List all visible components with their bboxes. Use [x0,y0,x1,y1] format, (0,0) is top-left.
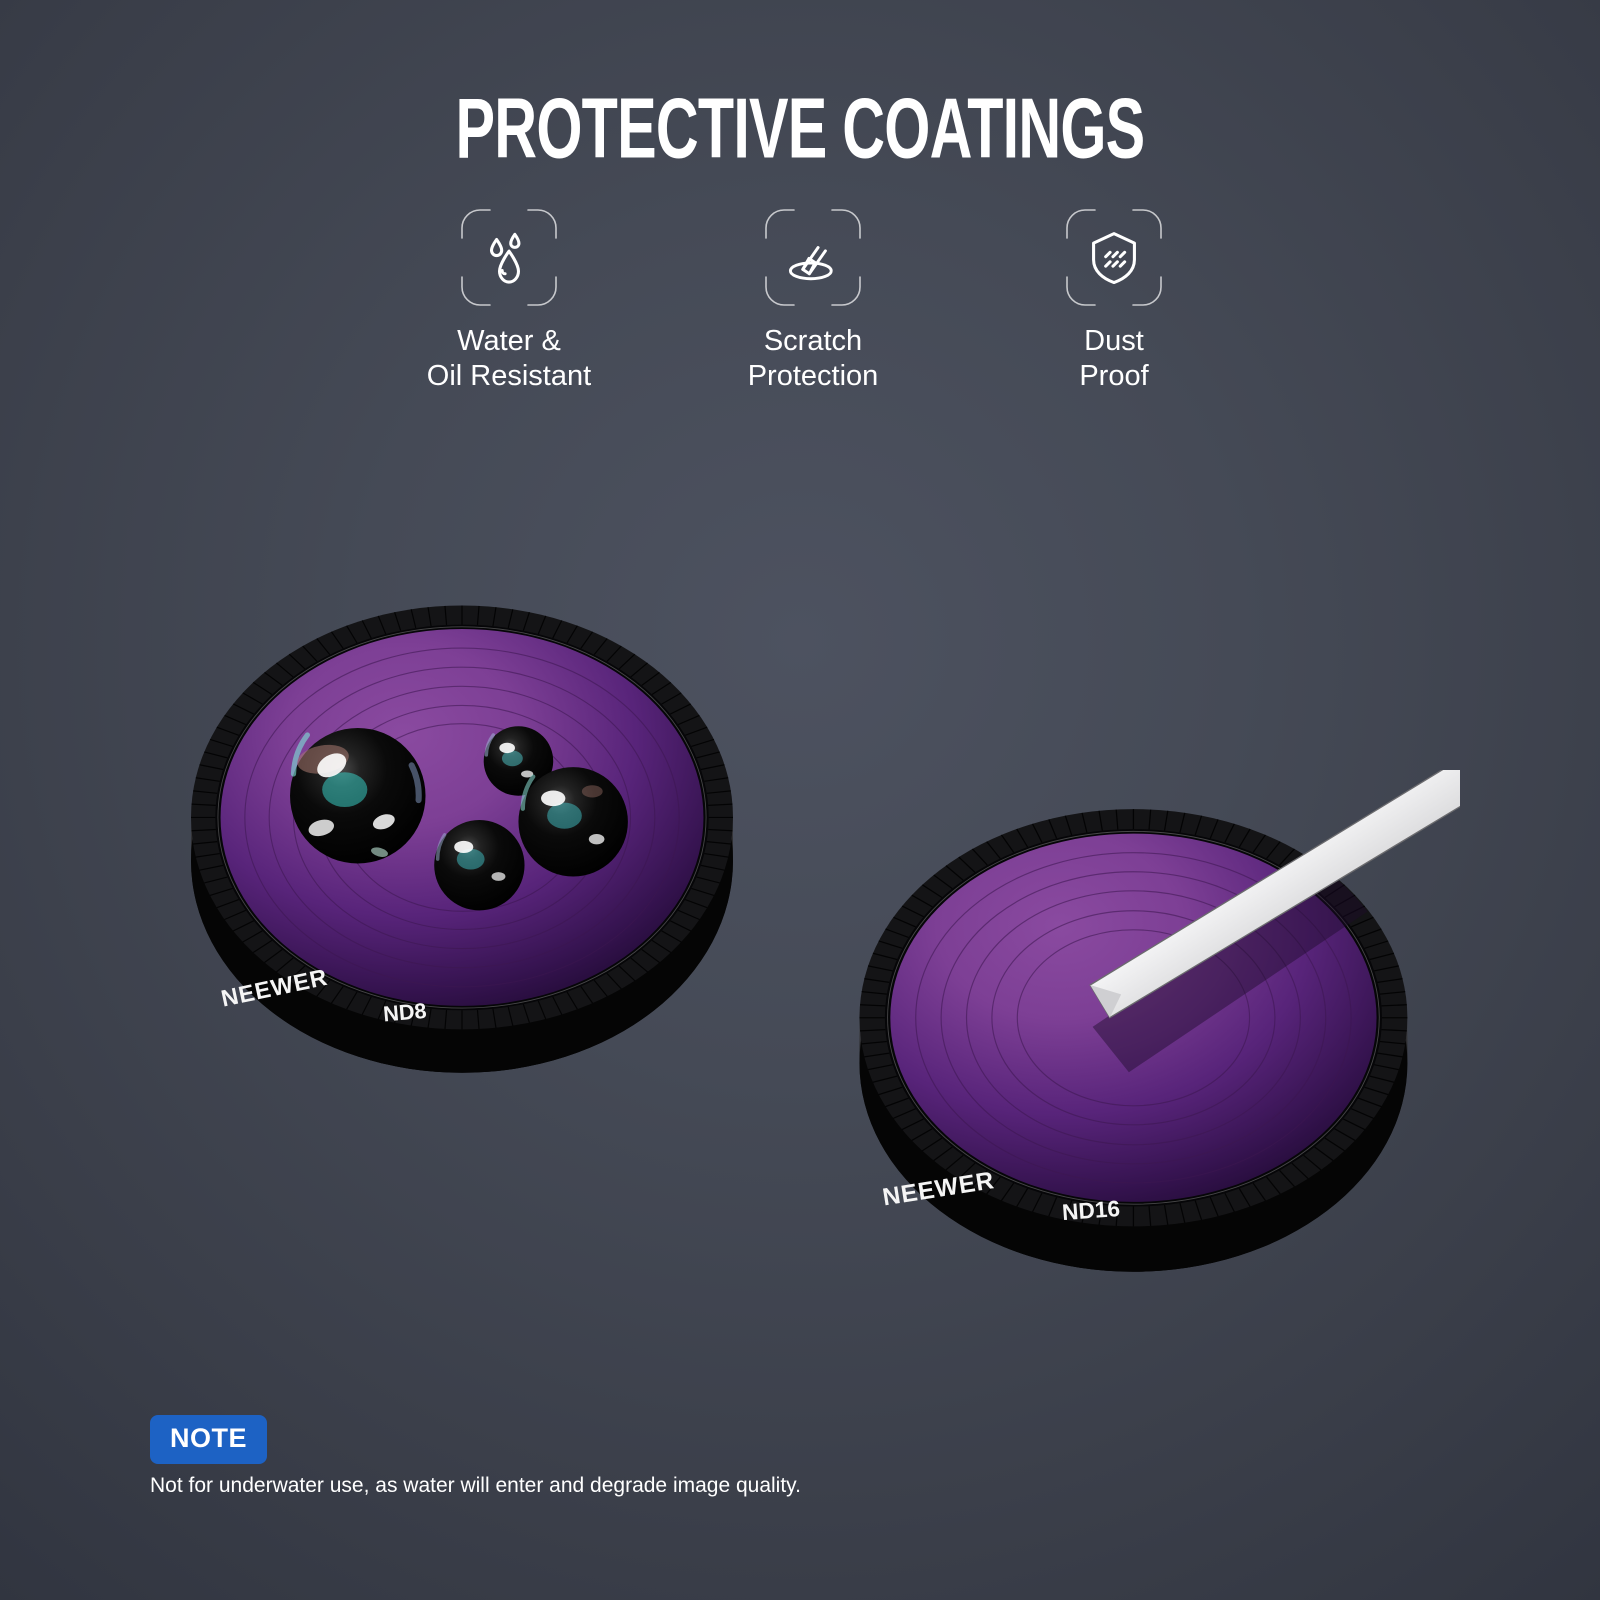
svg-text:ND8: ND8 [382,998,427,1027]
svg-text:ND16: ND16 [1061,1195,1121,1225]
